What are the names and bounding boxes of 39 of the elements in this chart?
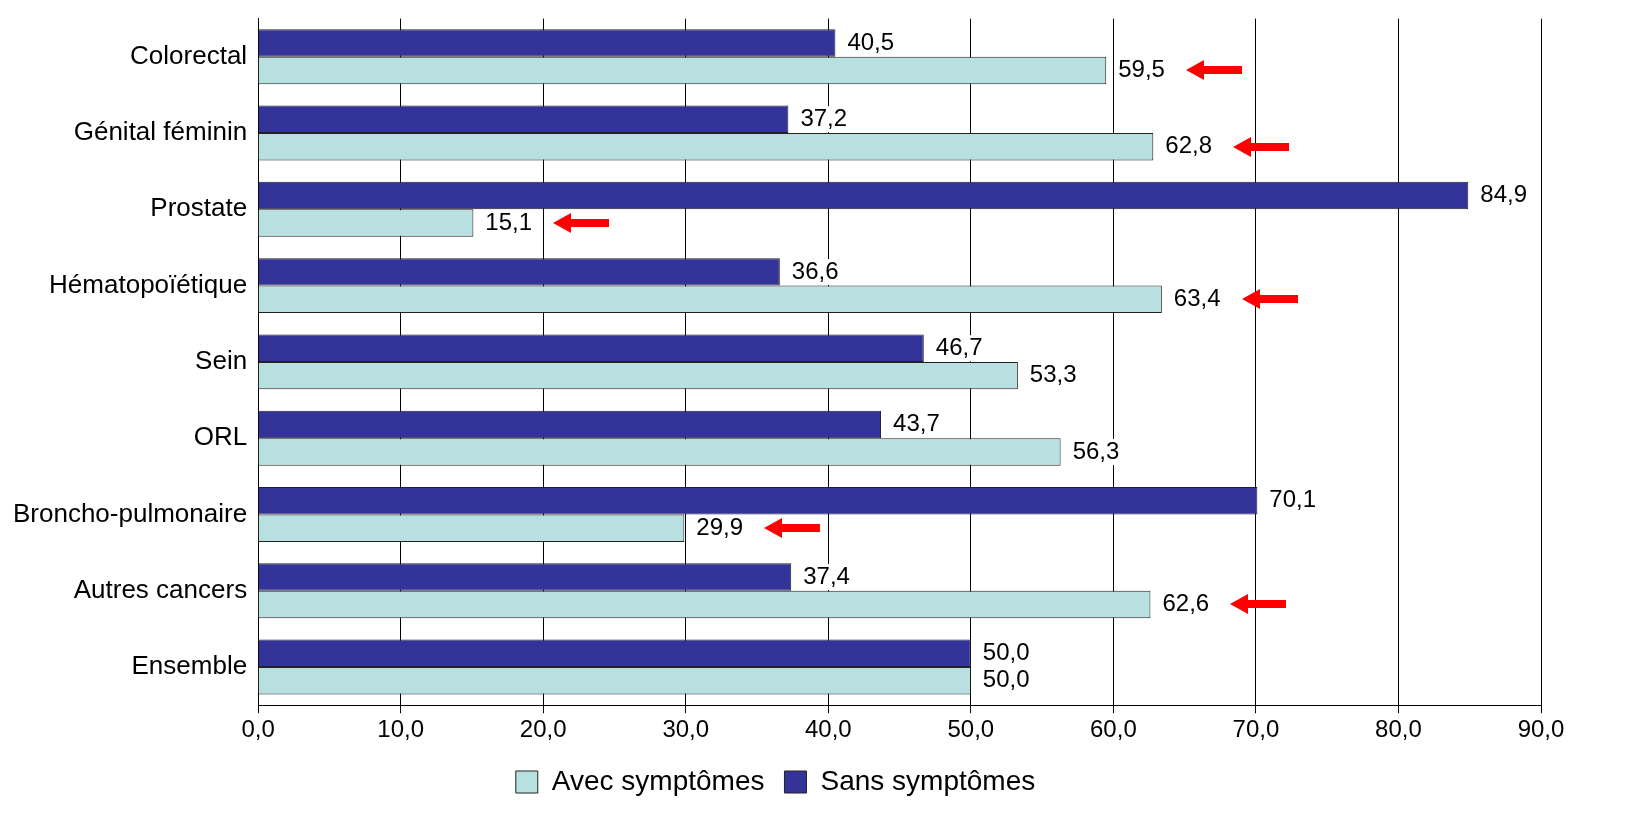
x-tick-label: 50,0 [947,715,995,743]
data-label: 70,1 [1269,485,1317,513]
y-tick-label: Ensemble [131,650,248,681]
legend-label: Sans symptômes [820,764,1036,796]
y-tick-label: Génital féminin [73,116,248,147]
data-label: 56,3 [1072,436,1120,464]
data-label: 59,5 [1118,55,1165,83]
x-tick-label: 60,0 [1090,715,1137,743]
data-label: 40,5 [847,27,895,55]
data-label: 36,6 [791,256,839,284]
y-tick-label: Autres cancers [73,573,248,604]
data-label: 62,6 [1162,589,1210,617]
legend-label: Avec symptômes [551,764,765,796]
x-tick-label: 0,0 [241,715,275,743]
x-tick-label: 20,0 [519,715,567,743]
x-tick-label: 40,0 [804,715,852,743]
data-label: 46,7 [935,332,983,360]
data-label: 29,9 [696,512,744,540]
y-tick-label: Sein [195,345,248,376]
x-tick-label: 80,0 [1375,715,1422,743]
x-tick-label: 10,0 [377,715,425,743]
x-tick-label: 70,0 [1232,715,1280,743]
x-tick-label: 30,0 [662,715,710,743]
data-label: 50,0 [982,637,1030,665]
data-label: 37,4 [803,561,850,589]
y-tick-label: ORL [193,421,248,452]
data-label: 37,2 [800,103,848,131]
data-label: 53,3 [1029,360,1077,388]
data-label: 63,4 [1173,283,1221,311]
data-label: 15,1 [485,207,533,235]
y-tick-label: Prostate [150,192,248,223]
y-tick-label: Broncho-pulmonaire [12,497,248,528]
x-tick-label: 90,0 [1517,715,1565,743]
data-label: 84,9 [1480,180,1528,208]
data-label: 62,8 [1165,131,1213,159]
y-tick-label: Hématopoïétique [49,268,248,299]
data-label: 43,7 [893,409,940,437]
y-tick-label: Colorectal [130,39,248,70]
data-label: 50,0 [982,665,1030,693]
